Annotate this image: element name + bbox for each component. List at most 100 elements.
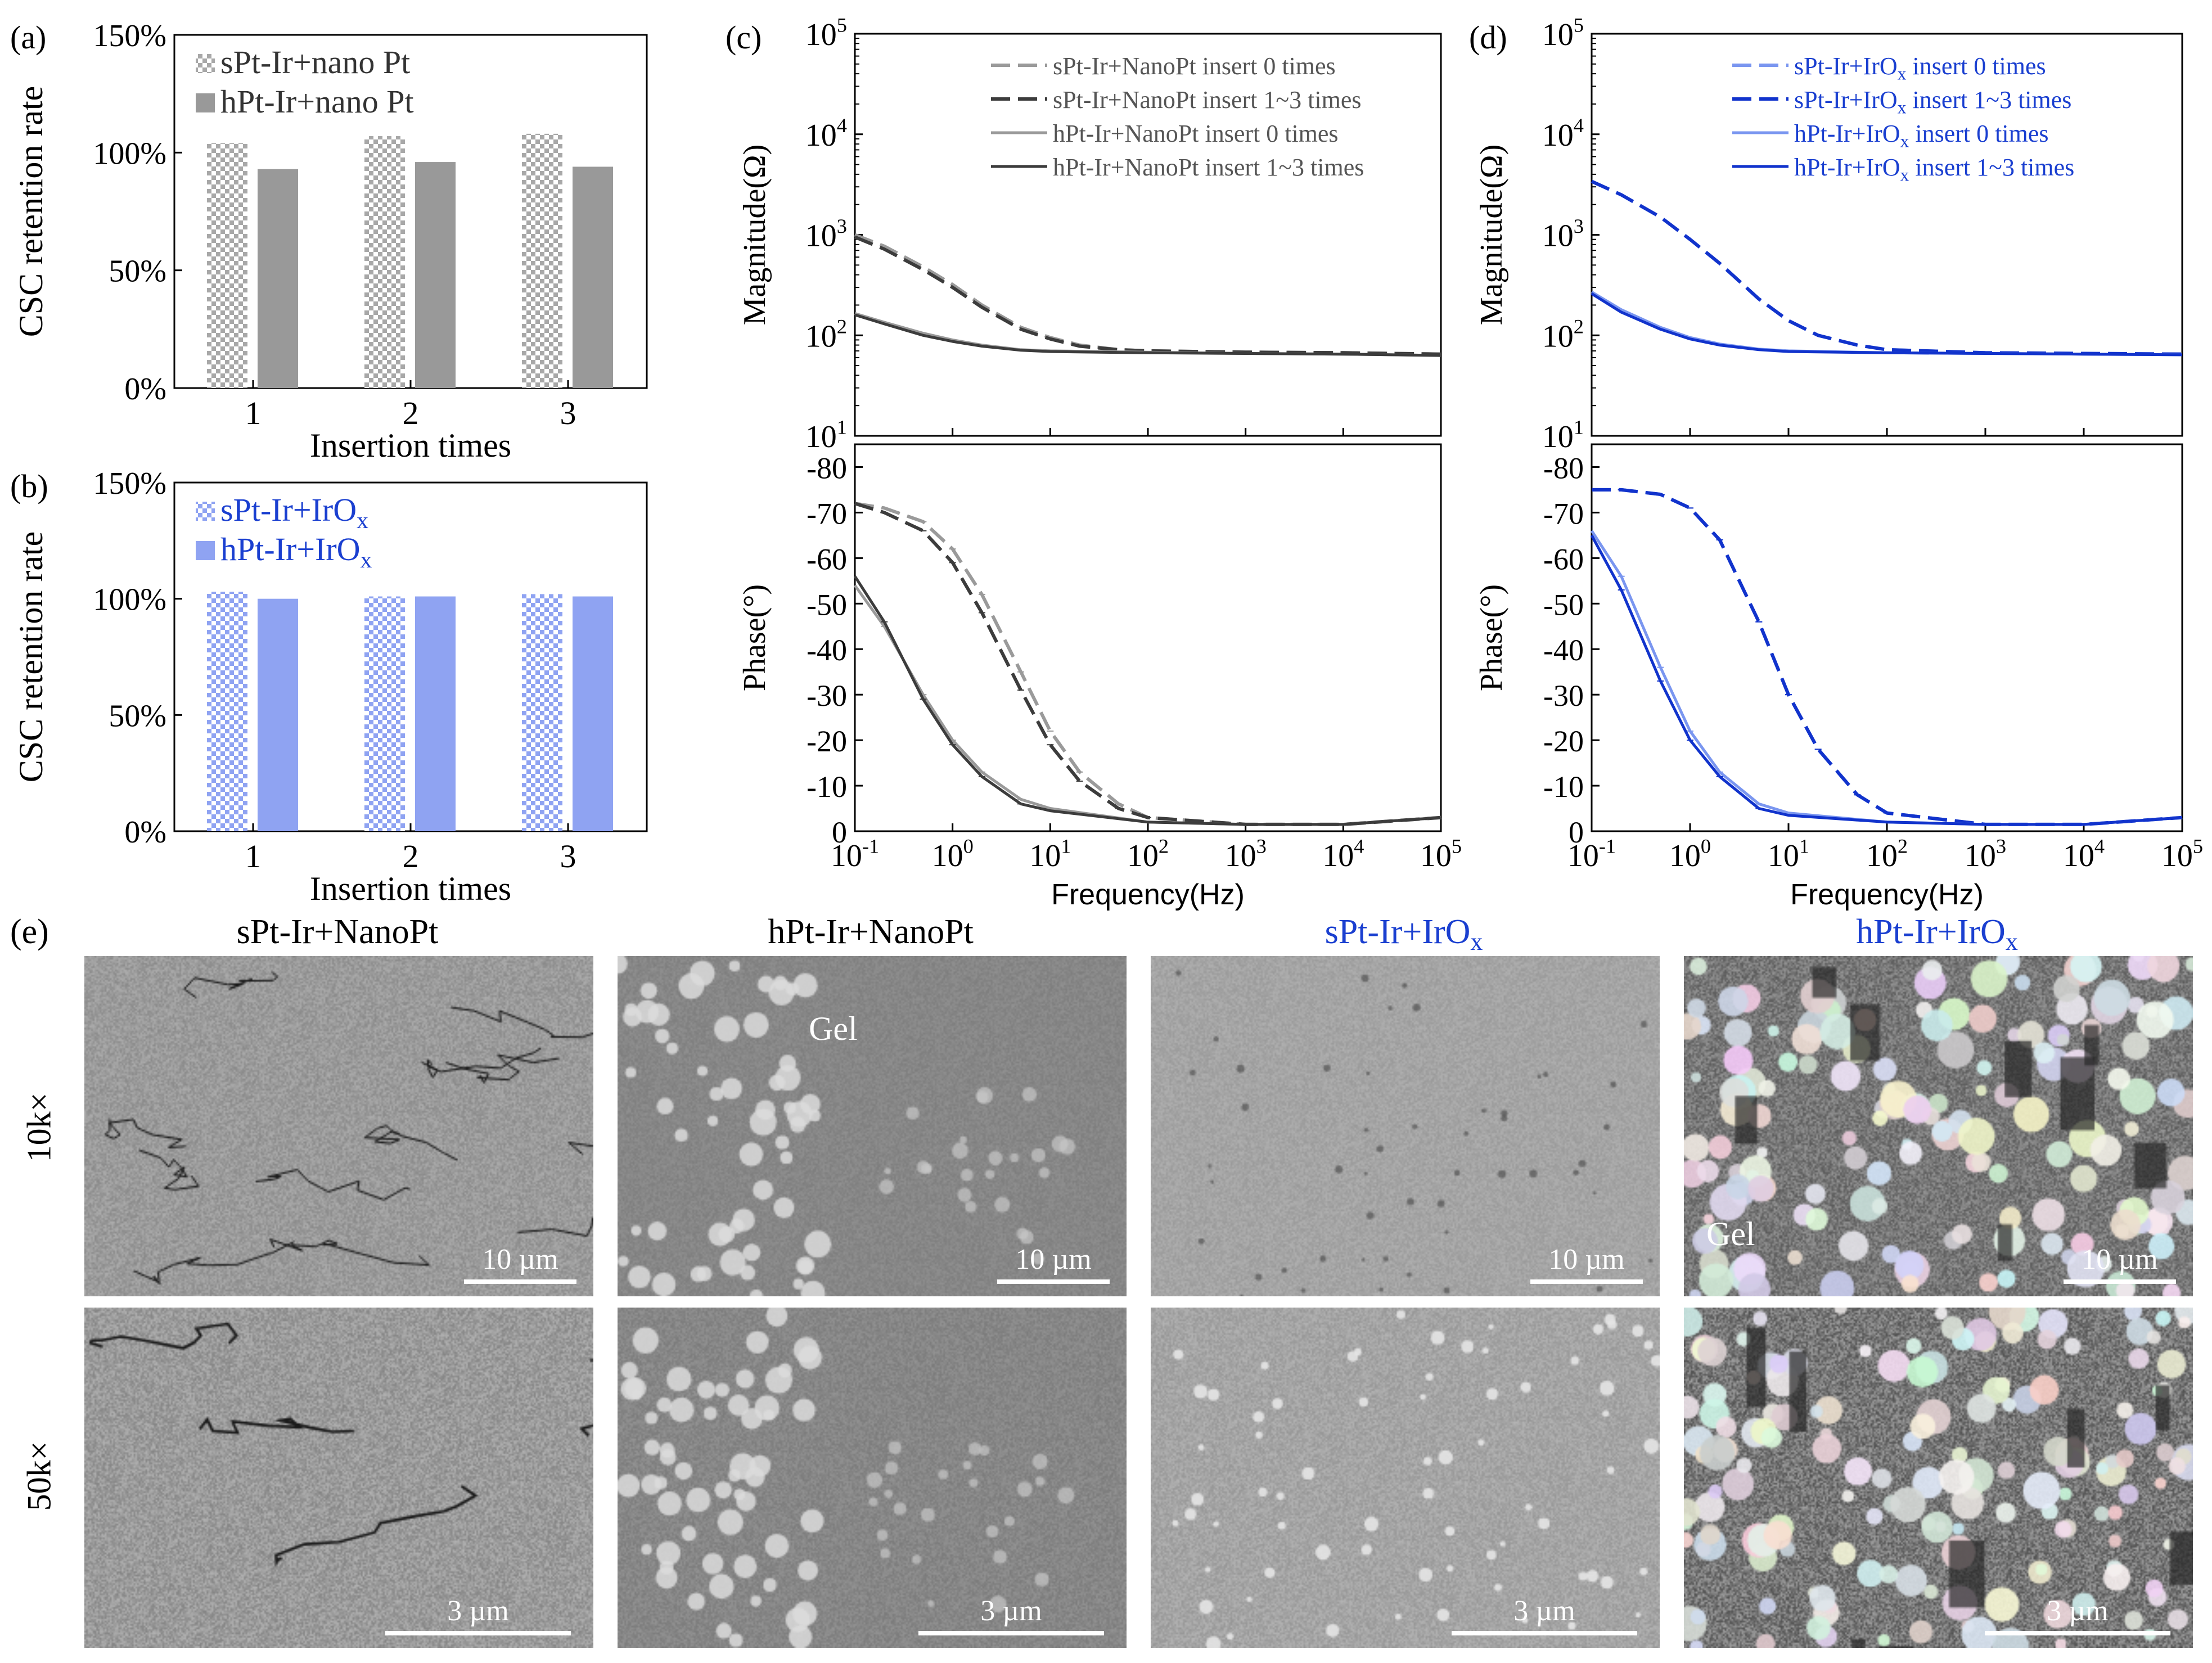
sem-texture xyxy=(1684,1308,2193,1648)
scale-bar xyxy=(385,1631,571,1635)
bar-h-1 xyxy=(258,598,298,831)
sem-title-2: hPt-Ir+NanoPt xyxy=(768,913,974,951)
sem-title-1: sPt-Ir+NanoPt xyxy=(236,913,439,951)
legend-label: sPt-Ir+IrOx​ xyxy=(220,492,368,534)
chart-c: 101 102 103 104 105 Magnitude(Ω) 0 -10 -20 -30 -40… xyxy=(737,13,1462,911)
bar-s-1 xyxy=(207,592,247,831)
sem-image-2-10k: 10 µm Gel xyxy=(618,956,1127,1296)
sem-image-1-50k: 3 µm xyxy=(84,1308,593,1648)
x-tick-label: 104 xyxy=(1322,835,1364,873)
legend-label: sPt-Ir+nano Pt xyxy=(220,44,410,80)
magnitude-line-1 xyxy=(1591,179,2183,356)
row-label-50k: 50k× xyxy=(20,1441,58,1511)
phase-line-0 xyxy=(1592,488,2183,826)
y-tick-label: 150% xyxy=(93,466,166,501)
magnitude-line-2 xyxy=(854,312,1441,357)
mag-tick-label: 105 xyxy=(1542,13,1584,52)
phase-tick-label: -50 xyxy=(807,588,847,621)
mag-tick-label: 101 xyxy=(1542,416,1584,454)
mag-tick-label: 104 xyxy=(805,114,847,153)
y-tick-label: 0% xyxy=(124,372,166,407)
legend-label: sPt-Ir+IrOx​ insert 0 times xyxy=(1794,52,2046,84)
legend-label: hPt-Ir+NanoPt insert 1~3 times xyxy=(1053,154,1364,181)
bar-s-3 xyxy=(522,133,562,388)
mag-tick-label: 102 xyxy=(1542,316,1584,354)
y-tick-label: 100% xyxy=(93,136,166,171)
sem-image-3-10k: 10 µm xyxy=(1151,956,1660,1296)
x-tick-label: 104 xyxy=(2063,835,2105,873)
phase-tick-label: -20 xyxy=(1543,724,1584,758)
magnitude-line-0 xyxy=(1591,179,2183,356)
panel-label-a: (a) xyxy=(10,19,46,56)
scale-bar xyxy=(2064,1279,2176,1284)
legend-label: hPt-Ir+IrOx​ insert 0 times xyxy=(1794,120,2048,151)
sem-image-1-10k: 10 µm xyxy=(84,956,593,1296)
panel-label-c: (c) xyxy=(726,19,762,56)
scale-bar xyxy=(464,1279,576,1284)
phase-line-2 xyxy=(853,584,1441,826)
x-tick-label: 103 xyxy=(1225,835,1267,873)
sem-image-2-50k: 3 µm xyxy=(618,1308,1127,1648)
scale-bar xyxy=(1452,1631,1637,1635)
sem-texture xyxy=(618,956,1127,1296)
phase-tick-label: -60 xyxy=(1543,542,1584,576)
x-tick-label: 10-1 xyxy=(831,835,879,873)
scale-bar-label: 10 µm xyxy=(1015,1243,1092,1276)
bar-h-3 xyxy=(573,166,613,388)
magnitude-axis-label: Magnitude(Ω) xyxy=(1474,145,1509,326)
phase-frame xyxy=(854,443,1442,832)
sem-texture xyxy=(84,1308,593,1648)
x-tick-label: 1 xyxy=(245,838,262,875)
x-tick-label: 105 xyxy=(2161,835,2203,873)
bar-s-2 xyxy=(364,136,405,388)
magnitude-line-0 xyxy=(854,233,1441,356)
chart-b: 0% 50% 100% 150% CSC retention rate 1 2 3 Insert… xyxy=(12,466,648,907)
phase-tick-label: -50 xyxy=(1543,588,1584,621)
sem-title-3: sPt-Ir+IrOx xyxy=(1325,913,1483,956)
phase-line-2 xyxy=(1590,530,2183,826)
mag-tick-label: 103 xyxy=(805,215,847,254)
scale-bar-label: 3 µm xyxy=(447,1595,509,1627)
legend-label: sPt-Ir+IrOx​ insert 1~3 times xyxy=(1794,86,2071,118)
sem-texture xyxy=(1684,956,2193,1296)
x-tick-label: 10-1 xyxy=(1567,835,1616,873)
chart-a: 0% 50% 100% 150% CSC retention rate 1 2 3 Insert… xyxy=(12,19,648,464)
legend-label: hPt-Ir+IrOx​ insert 1~3 times xyxy=(1794,154,2074,185)
legend-label: hPt-Ir+IrOx​ xyxy=(220,531,372,573)
x-tick-label: 3 xyxy=(560,838,576,875)
x-axis-label: Frequency(Hz) xyxy=(1051,878,1245,911)
phase-axis-label: Phase(°) xyxy=(737,584,772,691)
bar-s-3 xyxy=(522,594,562,831)
phase-tick-label: -40 xyxy=(1543,633,1584,667)
phase-tick-label: -10 xyxy=(807,770,847,804)
phase-tick-label: -70 xyxy=(1543,497,1584,530)
phase-tick-label: 0 xyxy=(832,815,847,849)
panel-label-e: (e) xyxy=(10,913,49,951)
gel-annotation: Gel xyxy=(809,1010,858,1047)
y-tick-label: 0% xyxy=(124,815,166,850)
phase-tick-label: -20 xyxy=(807,724,847,758)
scale-bar-label: 3 µm xyxy=(1513,1595,1575,1627)
phase-line-0 xyxy=(854,502,1441,826)
x-tick-label: 2 xyxy=(403,395,419,431)
gel-annotation: Gel xyxy=(1706,1215,1755,1252)
figure-charts: (a) (b) (c) (d) 0%50%100%150%CSC retenti… xyxy=(10,13,2203,911)
legend-label: sPt-Ir+NanoPt insert 1~3 times xyxy=(1053,86,1361,114)
x-tick-label: 103 xyxy=(1965,835,2006,873)
legend-swatch xyxy=(196,502,215,521)
phase-tick-label: 0 xyxy=(1569,815,1584,849)
x-tick-label: 101 xyxy=(1029,835,1071,873)
sem-texture xyxy=(1151,1308,1660,1648)
magnitude-axis-label: Magnitude(Ω) xyxy=(737,145,772,326)
mag-tick-label: 103 xyxy=(1542,215,1584,254)
phase-tick-label: -70 xyxy=(807,497,847,530)
x-tick-label: 2 xyxy=(403,838,419,875)
mag-tick-label: 105 xyxy=(805,13,847,52)
scale-bar xyxy=(1530,1279,1643,1284)
x-tick-label: 100 xyxy=(932,835,974,873)
phase-tick-label: -30 xyxy=(1543,679,1584,713)
y-tick-label: 50% xyxy=(109,254,166,289)
scale-bar-label: 10 µm xyxy=(482,1243,558,1276)
x-axis-label: Insertion times xyxy=(310,870,511,907)
y-tick-label: 150% xyxy=(93,19,166,53)
